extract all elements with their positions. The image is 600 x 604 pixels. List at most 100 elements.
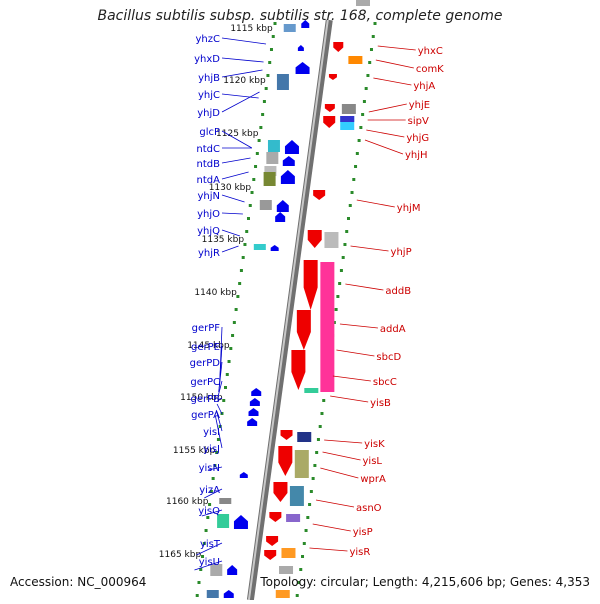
forward-gene-arrow bbox=[307, 230, 322, 248]
tick-dot-left bbox=[255, 152, 259, 155]
gene-color-box bbox=[341, 104, 356, 114]
gene-label-right: sbcD bbox=[376, 352, 401, 363]
forward-gene-arrow bbox=[280, 430, 293, 440]
tick-dot-right bbox=[355, 152, 359, 155]
forward-gene-arrow bbox=[269, 512, 282, 522]
gene-label-left: yhjO bbox=[197, 209, 220, 220]
gene-label-left: gerPD bbox=[190, 358, 221, 369]
tick-dot-right bbox=[368, 61, 372, 64]
tick-dot-right bbox=[309, 490, 313, 493]
forward-gene-arrow bbox=[323, 116, 336, 128]
gene-label-right: yisP bbox=[353, 527, 373, 538]
gene-leader-right bbox=[312, 523, 351, 532]
gene-label-left: gerPA bbox=[191, 410, 220, 421]
tick-dot-right bbox=[352, 178, 356, 181]
tick-dot-left bbox=[261, 113, 265, 116]
gene-color-box bbox=[283, 24, 296, 32]
tick-dot-right bbox=[346, 217, 350, 220]
tick-dot-right bbox=[364, 87, 368, 90]
tick-dot-left bbox=[266, 74, 270, 77]
gene-leader-left bbox=[221, 37, 267, 45]
tick-dot-left bbox=[201, 555, 205, 558]
reverse-gene-arrow bbox=[251, 388, 262, 396]
tick-dot-right bbox=[308, 503, 312, 506]
gene-leader-left bbox=[217, 380, 223, 397]
reverse-gene-arrow bbox=[284, 140, 299, 154]
tick-dot-left bbox=[204, 529, 208, 532]
gene-leader-left bbox=[218, 361, 223, 393]
gene-label-right: yhjG bbox=[406, 133, 429, 144]
tick-dot-left bbox=[241, 256, 245, 259]
gene-label-left: yisJ bbox=[203, 444, 220, 455]
reverse-gene-arrow bbox=[275, 212, 286, 222]
gene-color-box bbox=[286, 514, 301, 522]
gene-color-box bbox=[210, 564, 223, 576]
tick-dot-right bbox=[348, 204, 352, 207]
gene-leader-left bbox=[194, 560, 223, 571]
gene-color-box bbox=[259, 200, 272, 210]
gene-label-left: ntdC bbox=[196, 144, 220, 155]
gene-color-box bbox=[275, 590, 290, 598]
tick-dot-left bbox=[202, 542, 206, 545]
gene-label-left: yhjN bbox=[197, 191, 220, 202]
tick-dot-left bbox=[262, 100, 266, 103]
gene-leader-left bbox=[204, 488, 223, 499]
forward-gene-arrow bbox=[313, 190, 326, 200]
gene-leader-left bbox=[221, 157, 251, 164]
forward-gene-arrow bbox=[278, 446, 293, 476]
tick-dot-left bbox=[206, 516, 210, 519]
tick-dot-left bbox=[234, 308, 238, 311]
gene-label-left: glcP bbox=[199, 127, 220, 138]
gene-leader-left bbox=[221, 130, 253, 149]
gene-label-right: yhxC bbox=[418, 46, 443, 57]
gene-color-box bbox=[304, 388, 319, 393]
tick-dot-right bbox=[366, 74, 370, 77]
gene-color-box bbox=[324, 232, 339, 248]
tick-dot-right bbox=[341, 256, 345, 259]
gene-color-box bbox=[266, 152, 279, 164]
tick-dot-right bbox=[318, 425, 322, 428]
gene-color-box bbox=[264, 166, 277, 176]
gene-color-box bbox=[263, 172, 276, 186]
tick-dot-left bbox=[250, 191, 254, 194]
tick-dot-right bbox=[345, 230, 349, 233]
tick-dot-left bbox=[215, 451, 219, 454]
gene-color-box bbox=[297, 432, 312, 442]
gene-color-box bbox=[267, 140, 280, 152]
tick-dot-right bbox=[350, 191, 354, 194]
gene-label-left: gerPF bbox=[192, 323, 221, 334]
tick-dot-right bbox=[315, 451, 319, 454]
tick-dot-right bbox=[297, 581, 301, 584]
gene-color-box bbox=[281, 548, 296, 558]
reverse-gene-arrow bbox=[282, 156, 295, 166]
scale-label: 1120 kbp bbox=[223, 76, 266, 86]
gene-leader-right bbox=[350, 245, 389, 252]
gene-leader-left bbox=[215, 409, 223, 432]
gene-color-box bbox=[276, 74, 289, 90]
genome-backbone bbox=[246, 19, 333, 601]
gene-leader-left bbox=[221, 57, 264, 63]
gene-leader-left bbox=[221, 245, 239, 253]
gene-color-box bbox=[340, 116, 355, 122]
tick-dot-right bbox=[313, 464, 317, 467]
gene-label-right: yisL bbox=[363, 456, 383, 467]
tick-dot-left bbox=[225, 373, 229, 376]
gene-label-left: yisQ bbox=[198, 506, 220, 517]
scale-label: 1135 kbp bbox=[202, 235, 245, 245]
tick-dot-left bbox=[208, 503, 212, 506]
gene-leader-right bbox=[332, 375, 371, 382]
gene-label-right: yhjE bbox=[409, 100, 430, 111]
tick-dot-left bbox=[199, 568, 203, 571]
gene-color-box bbox=[356, 0, 370, 6]
gene-leader-left bbox=[207, 466, 223, 471]
reverse-gene-arrow bbox=[233, 515, 248, 529]
gene-leader-left bbox=[201, 509, 223, 517]
tick-dot-left bbox=[197, 581, 201, 584]
tick-dot-right bbox=[361, 113, 365, 116]
tick-dot-left bbox=[273, 22, 277, 25]
gene-label-left: yisU bbox=[199, 557, 220, 568]
gene-color-box bbox=[348, 56, 363, 64]
reverse-gene-arrow bbox=[301, 20, 310, 28]
tick-dot-right bbox=[359, 126, 363, 129]
gene-leader-right bbox=[356, 199, 395, 208]
